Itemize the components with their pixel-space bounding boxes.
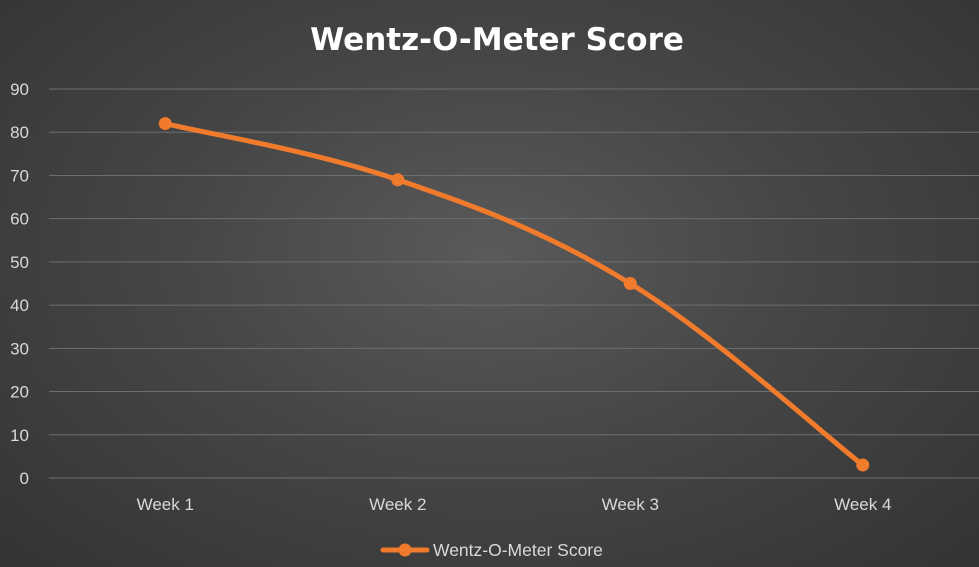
y-tick-label: 40 xyxy=(10,296,29,315)
x-tick-label: Week 2 xyxy=(369,495,426,514)
legend-point-marker xyxy=(398,543,412,557)
chart-title: Wentz-O-Meter Score xyxy=(310,22,684,58)
y-tick-label: 10 xyxy=(10,426,29,445)
x-tick-label: Week 3 xyxy=(602,495,659,514)
data-point xyxy=(856,458,870,472)
y-tick-label: 60 xyxy=(10,210,29,229)
y-tick-label: 20 xyxy=(10,383,29,402)
legend-label: Wentz-O-Meter Score xyxy=(433,540,603,560)
y-axis-tick-labels: 0 10 20 30 40 50 60 70 80 90 xyxy=(10,80,29,488)
y-tick-label: 0 xyxy=(20,469,29,488)
series-layer xyxy=(158,117,870,472)
series-line xyxy=(162,121,866,468)
y-tick-label: 70 xyxy=(10,166,29,185)
x-tick-label: Week 1 xyxy=(137,495,194,514)
data-point xyxy=(391,173,405,187)
x-tick-label: Week 4 xyxy=(834,495,891,514)
legend: Wentz-O-Meter Score xyxy=(380,540,603,560)
y-tick-label: 80 xyxy=(10,123,29,142)
y-tick-label: 30 xyxy=(10,339,29,358)
gridlines xyxy=(49,88,979,479)
data-point xyxy=(623,277,637,290)
x-axis-tick-labels: Week 1 Week 2 Week 3 Week 4 xyxy=(137,495,892,514)
data-point xyxy=(158,117,172,131)
y-tick-label: 90 xyxy=(10,80,29,99)
y-tick-label: 50 xyxy=(10,253,29,272)
